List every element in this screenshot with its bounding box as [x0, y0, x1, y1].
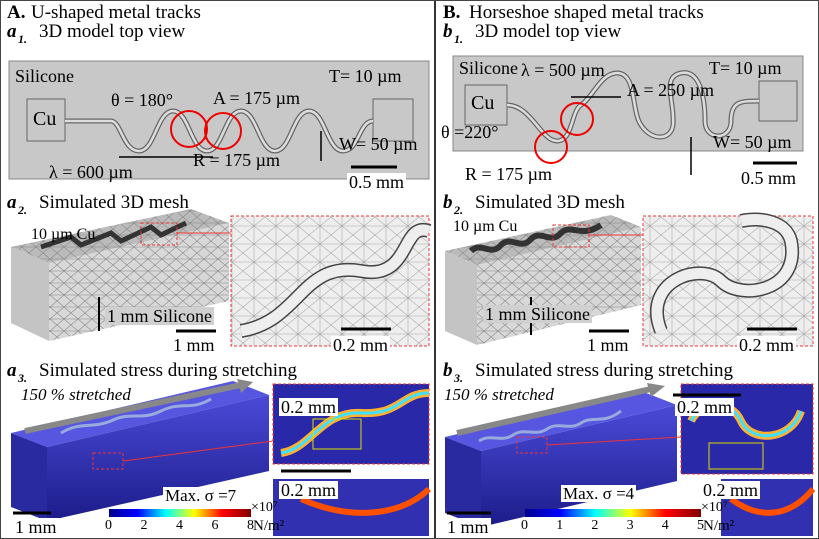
scale-label: 1 mm — [445, 518, 491, 536]
scale-label: 1 mm — [585, 336, 631, 354]
scale-label: 0.5 mm — [739, 169, 798, 187]
annotation: 1 mm Silicone — [483, 305, 592, 323]
annotation: 1 mm Silicone — [105, 307, 214, 325]
annotation: θ =220° — [441, 123, 498, 141]
section-title: 3D model top view — [39, 22, 185, 41]
annotation: W= 50 µm — [713, 133, 792, 151]
annotation: Cu — [471, 93, 494, 113]
colorbar-tick-label: 4 — [176, 519, 183, 533]
scale-label: 0.2 mm — [279, 398, 338, 416]
annotation: Max. σ =7 — [163, 487, 238, 504]
section-title: Simulated 3D mesh — [39, 193, 189, 212]
colorbar — [525, 509, 701, 517]
colorbar-tick-label: 2 — [591, 519, 598, 533]
scale-label: 1 mm — [13, 518, 59, 536]
section-letter: a — [7, 22, 17, 41]
panel-label: A. — [7, 3, 25, 22]
colorbar-tick-label: 3 — [627, 519, 634, 533]
colorbar-tick-label: 1 — [556, 519, 563, 533]
scale-label: 0.2 mm — [701, 481, 760, 499]
stress-side — [11, 433, 47, 521]
panel-label: B. — [443, 3, 460, 22]
annotation: A = 175 µm — [213, 89, 300, 107]
annotation: 10 µm Cu — [31, 227, 95, 243]
colorbar-multiplier: ×10⁷ — [701, 501, 728, 515]
scale-label: 0.2 mm — [331, 336, 390, 354]
panel-title: Horseshoe shaped metal tracks — [469, 3, 704, 22]
annotation: R = 175 µm — [465, 165, 552, 183]
section-index: 2. — [18, 204, 27, 216]
colorbar-unit: N/m² — [253, 519, 284, 534]
annotation: T= 10 µm — [329, 67, 402, 85]
colorbar-unit: N/m² — [703, 519, 734, 534]
section-index: 3. — [18, 372, 27, 384]
annotation: θ = 180° — [111, 91, 173, 109]
colorbar — [109, 509, 251, 517]
section-index: 1. — [18, 33, 27, 45]
annotation: Silicone — [15, 67, 74, 85]
scale-label: 0.2 mm — [737, 336, 796, 354]
annotation: 10 µm Cu — [453, 219, 517, 235]
colorbar-tick-label: 4 — [662, 519, 669, 533]
section-title: Simulated stress during stretching — [475, 361, 733, 380]
annotation: R = 175 µm — [193, 151, 280, 169]
annotation: W= 50 µm — [339, 135, 418, 153]
colorbar-tick-label: 2 — [141, 519, 148, 533]
figure: A. U-shaped metal tracks a 1. 3D model t… — [0, 0, 819, 539]
section-title: 3D model top view — [475, 22, 621, 41]
colorbar-tick-label: 0 — [521, 519, 528, 533]
mesh-side — [445, 251, 477, 345]
section-letter: b — [443, 193, 453, 212]
section-index: 3. — [454, 372, 463, 384]
scale-label: 0.2 mm — [279, 481, 338, 499]
annotation: T= 10 µm — [709, 59, 782, 77]
annotation: 150 % stretched — [21, 386, 131, 403]
annotation: 150 % stretched — [444, 386, 554, 403]
colorbar-tick-label: 6 — [212, 519, 219, 533]
mesh-side — [11, 247, 49, 341]
colorbar-multiplier: ×10⁷ — [251, 501, 278, 515]
section-letter: b — [443, 361, 453, 380]
section-title: Simulated stress during stretching — [39, 361, 297, 380]
section-index: 1. — [454, 33, 463, 45]
annotation: λ = 500 µm — [521, 61, 605, 79]
colorbar-tick-label: 5 — [697, 519, 704, 533]
panel-title: U-shaped metal tracks — [31, 3, 201, 22]
scale-label: 0.2 mm — [675, 398, 734, 416]
annotation: Silicone — [459, 59, 518, 77]
scale-label: 1 mm — [171, 336, 217, 354]
section-letter: b — [443, 22, 453, 41]
section-letter: a — [7, 361, 17, 380]
annotation: λ = 600 µm — [49, 163, 133, 181]
colorbar-tick-label: 8 — [247, 519, 254, 533]
colorbar-tick-label: 0 — [105, 519, 112, 533]
scale-label: 0.5 mm — [347, 173, 406, 191]
annotation: Max. σ =4 — [561, 485, 636, 502]
section-title: Simulated 3D mesh — [475, 193, 625, 212]
annotation: A = 250 µm — [627, 81, 714, 99]
section-letter: a — [7, 193, 17, 212]
section-index: 2. — [454, 204, 463, 216]
annotation: Cu — [33, 109, 56, 129]
